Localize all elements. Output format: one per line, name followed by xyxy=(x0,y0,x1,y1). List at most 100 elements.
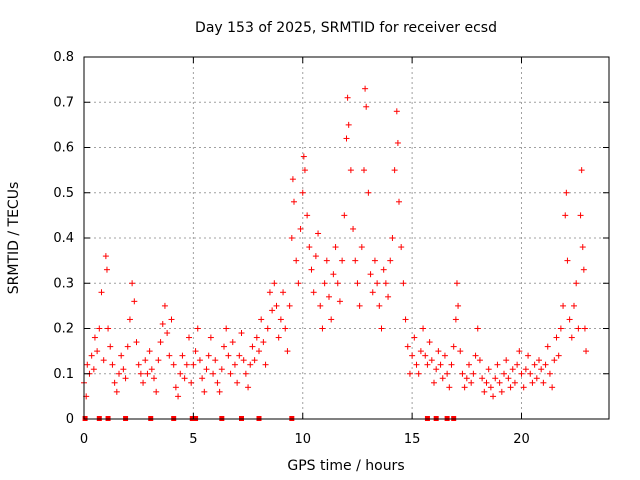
data-point xyxy=(354,280,361,287)
data-point xyxy=(304,212,311,219)
data-point xyxy=(352,257,359,264)
data-point xyxy=(577,212,584,219)
data-point xyxy=(474,325,481,332)
data-points xyxy=(81,85,590,400)
data-point xyxy=(282,325,289,332)
data-point xyxy=(168,316,175,323)
data-point xyxy=(406,370,413,377)
data-point xyxy=(571,302,577,309)
data-point xyxy=(529,379,536,386)
grid-lines xyxy=(84,57,609,419)
data-point xyxy=(212,357,219,364)
data-point xyxy=(481,388,488,395)
data-point xyxy=(546,370,553,377)
data-point xyxy=(328,316,335,323)
data-point xyxy=(457,348,464,355)
data-point xyxy=(394,139,401,146)
data-point xyxy=(483,379,490,386)
data-point xyxy=(551,357,558,364)
data-point xyxy=(105,325,112,332)
data-point xyxy=(516,348,523,355)
data-point xyxy=(330,271,337,278)
data-point xyxy=(234,379,241,386)
data-point xyxy=(437,361,444,368)
y-tick-label: 0.1 xyxy=(53,367,74,382)
data-point xyxy=(140,379,147,386)
data-point xyxy=(578,167,585,174)
data-point xyxy=(424,361,431,368)
data-point xyxy=(131,298,138,305)
data-point xyxy=(183,361,190,368)
data-point xyxy=(210,370,217,377)
data-point xyxy=(466,361,472,368)
data-point xyxy=(289,176,296,183)
data-point xyxy=(409,352,416,359)
data-point xyxy=(260,339,267,346)
data-point xyxy=(96,325,103,332)
data-point xyxy=(498,388,505,395)
data-point xyxy=(435,348,442,355)
data-point xyxy=(266,289,273,296)
data-point xyxy=(344,94,351,101)
data-point xyxy=(142,357,149,364)
data-point xyxy=(391,167,398,174)
data-point xyxy=(231,361,238,368)
data-point xyxy=(452,316,459,323)
data-point xyxy=(396,198,402,205)
data-point xyxy=(144,370,151,377)
data-point xyxy=(326,293,332,300)
data-point xyxy=(317,302,324,309)
data-point xyxy=(485,366,492,373)
data-point xyxy=(520,384,527,391)
data-point xyxy=(192,348,199,355)
data-point xyxy=(271,280,278,287)
data-point xyxy=(472,352,479,359)
data-point xyxy=(356,302,363,309)
data-point xyxy=(84,361,91,368)
data-point xyxy=(100,357,107,364)
data-point xyxy=(201,388,208,395)
data-point xyxy=(102,253,109,260)
data-point xyxy=(533,375,540,382)
data-point xyxy=(315,230,322,237)
data-point xyxy=(155,357,162,364)
data-point xyxy=(371,257,378,264)
data-point xyxy=(291,198,297,205)
data-point xyxy=(444,370,451,377)
data-point xyxy=(450,343,457,350)
data-point xyxy=(542,361,549,368)
data-point xyxy=(190,361,197,368)
data-point xyxy=(476,357,483,364)
data-point xyxy=(492,375,499,382)
data-point xyxy=(153,388,160,395)
data-point xyxy=(116,370,122,377)
data-point xyxy=(544,343,551,350)
data-point xyxy=(199,375,206,382)
data-point xyxy=(415,370,422,377)
chart-title: Day 153 of 2025, SRMTID for receiver ecs… xyxy=(195,20,497,36)
data-point xyxy=(365,189,372,196)
data-point xyxy=(172,384,179,391)
data-point xyxy=(562,212,569,219)
data-point xyxy=(238,330,245,337)
data-point xyxy=(455,302,462,309)
data-point xyxy=(553,334,560,341)
data-point xyxy=(166,352,173,359)
data-point xyxy=(216,388,223,395)
data-point xyxy=(286,302,293,309)
data-point xyxy=(249,343,256,350)
data-point xyxy=(223,325,230,332)
data-point xyxy=(411,334,418,341)
data-point xyxy=(227,370,234,377)
data-point xyxy=(262,361,269,368)
data-point xyxy=(398,244,405,251)
data-point xyxy=(159,320,166,327)
data-point xyxy=(514,361,521,368)
data-point xyxy=(453,280,460,287)
data-point xyxy=(181,375,188,382)
data-point xyxy=(300,153,307,160)
data-point xyxy=(88,352,95,359)
data-point xyxy=(522,366,529,373)
x-tick-label: 20 xyxy=(513,432,530,447)
data-point xyxy=(463,375,470,382)
